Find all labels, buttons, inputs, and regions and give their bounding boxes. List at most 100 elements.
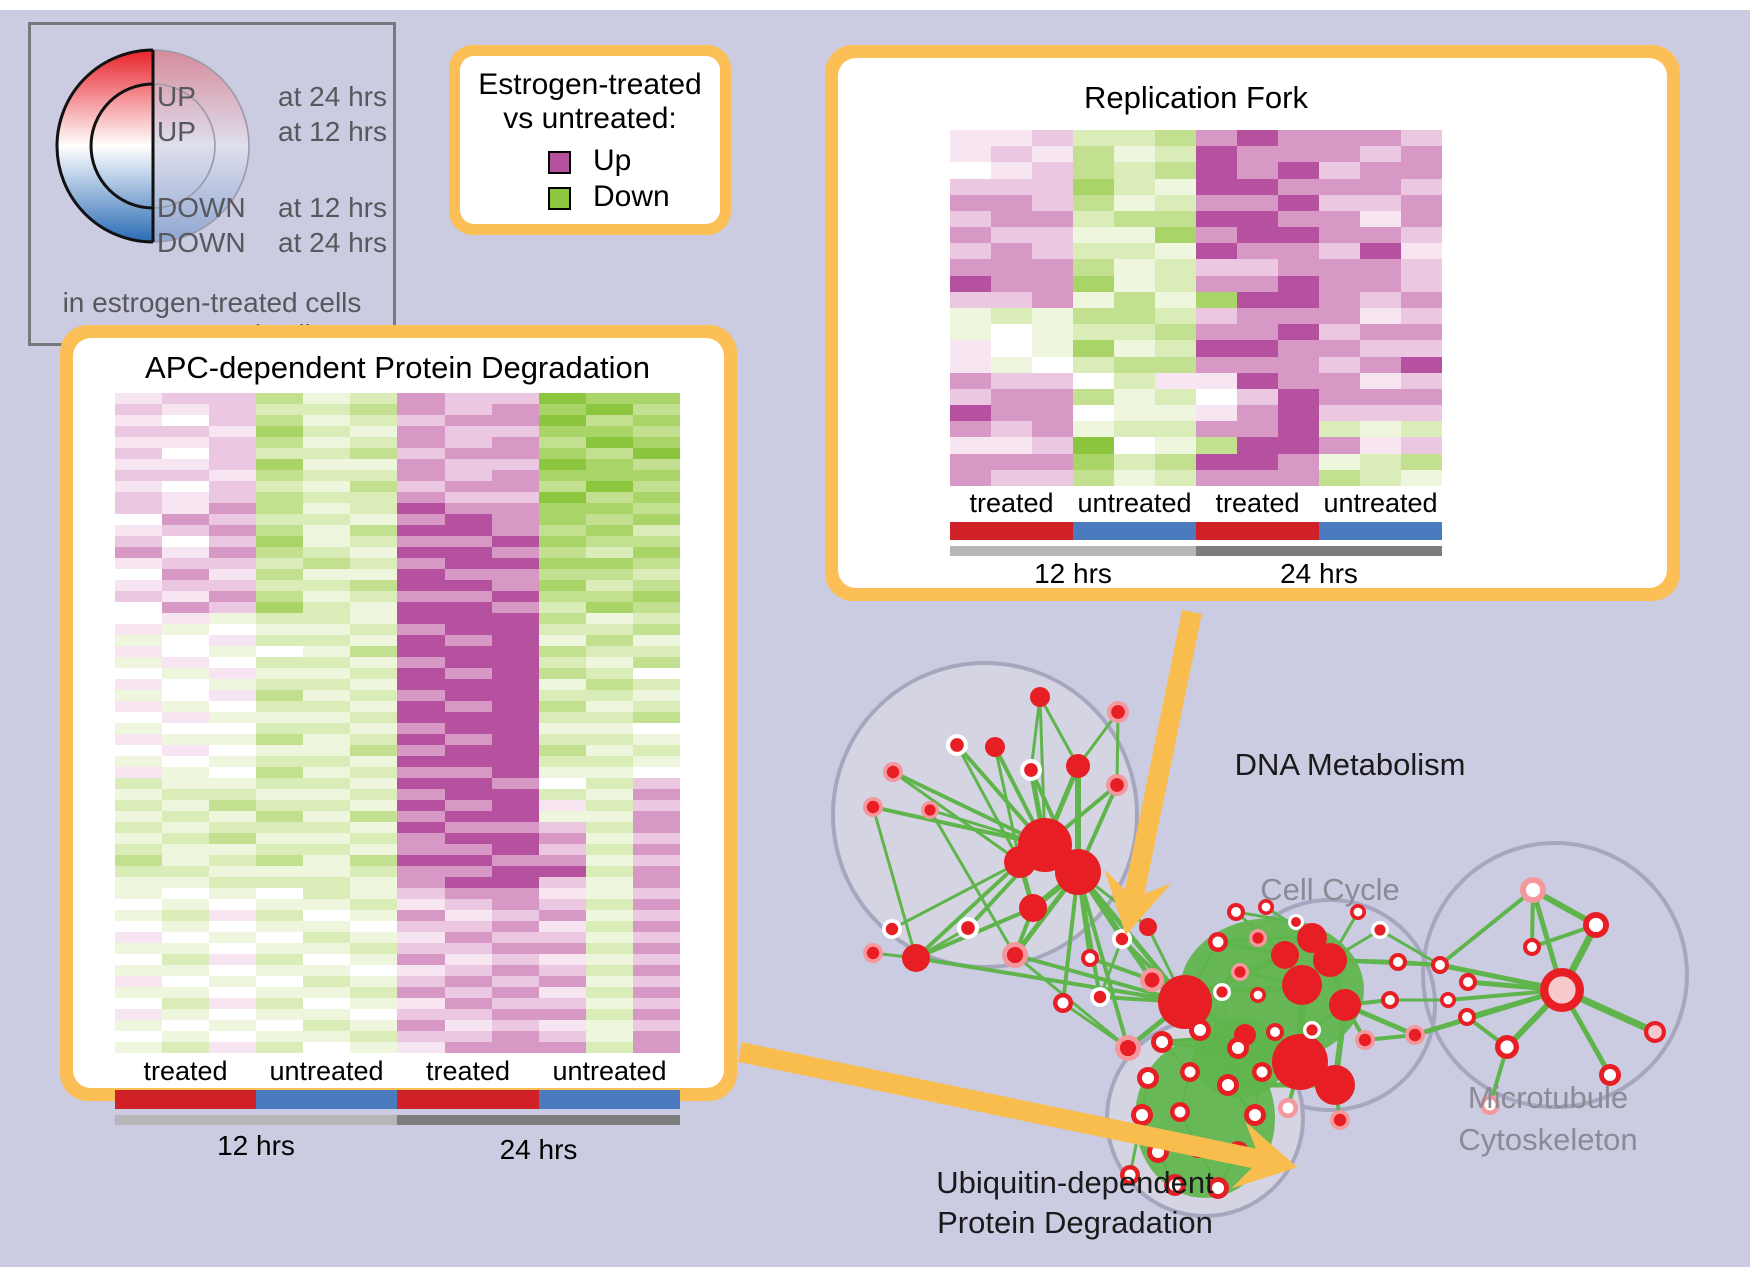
- heatmap-cell: [585, 800, 633, 811]
- heatmap-cell: [350, 624, 398, 635]
- heatmap-cell: [209, 712, 257, 723]
- heatmap-cell: [585, 657, 633, 668]
- heatmap-cell: [1319, 437, 1360, 454]
- heatmap-cell: [1319, 340, 1360, 357]
- heatmap-cell: [350, 910, 398, 921]
- heatmap-cell: [538, 690, 586, 701]
- heatmap-cell: [303, 998, 351, 1009]
- heatmap-cell: [209, 921, 257, 932]
- heatmap-cell: [256, 569, 304, 580]
- heatmap-cell: [1155, 146, 1196, 163]
- heatmap-cell: [1032, 421, 1073, 438]
- network-node: [1315, 1065, 1355, 1105]
- heatmap-cell: [303, 404, 351, 415]
- heatmap-cell: [256, 701, 304, 712]
- heatmap-cell: [632, 580, 680, 591]
- heatmap-cell: [1237, 194, 1278, 211]
- heatmap-cell: [585, 723, 633, 734]
- heatmap-cell: [1278, 259, 1319, 276]
- network-node-core: [1463, 977, 1473, 987]
- heatmap-cell: [115, 690, 163, 701]
- heatmap-cell: [1114, 178, 1155, 195]
- heatmap-cell: [585, 921, 633, 932]
- heatmap-cell: [585, 536, 633, 547]
- untreated-bar: [539, 1090, 680, 1109]
- heatmap-cell: [491, 789, 539, 800]
- heatmap-cell: [950, 388, 991, 406]
- heatmap-cell: [209, 525, 257, 536]
- heatmap-cell: [585, 987, 633, 998]
- heatmap-cell: [162, 921, 210, 932]
- heatmap-cell: [950, 194, 991, 211]
- heatmap-cell: [1319, 291, 1360, 308]
- heatmap-cell: [256, 899, 304, 910]
- heatmap-cell: [632, 536, 680, 547]
- network-node-core: [1358, 1033, 1372, 1047]
- heatmap-cell: [1319, 388, 1360, 406]
- heatmap-cell: [1114, 469, 1155, 486]
- heatmap-cell: [256, 657, 304, 668]
- heatmap-cell: [256, 481, 304, 492]
- heatmap-cell: [162, 789, 210, 800]
- heatmap-cell: [1196, 437, 1237, 454]
- network-node: [902, 944, 930, 972]
- heatmap-cell: [1278, 356, 1319, 373]
- hrs24-bar: [1196, 546, 1442, 556]
- heatmap-cell: [115, 712, 163, 723]
- network-edge: [1379, 928, 1441, 967]
- heatmap-cell: [162, 844, 210, 855]
- heatmap-cell: [115, 503, 163, 514]
- heatmap-cell: [1196, 372, 1237, 389]
- heatmap-cell: [350, 822, 398, 833]
- heatmap-cell: [1237, 340, 1278, 357]
- heatmap-cell: [585, 899, 633, 910]
- heatmap-cell: [162, 393, 210, 404]
- heatmap-cell: [115, 701, 163, 712]
- heatmap-cell: [991, 405, 1032, 422]
- heatmap-cell: [303, 976, 351, 987]
- heatmap-cell: [1155, 388, 1196, 406]
- heatmap-cell: [209, 778, 257, 789]
- heatmap-cell: [397, 492, 445, 503]
- network-node-core: [1385, 995, 1395, 1005]
- heatmap-cell: [1360, 356, 1401, 373]
- heatmap-cell: [1401, 146, 1442, 163]
- heatmap-cell: [1401, 453, 1442, 470]
- heatmap-cell: [115, 470, 163, 481]
- heatmap-cell: [632, 899, 680, 910]
- heatmap-cell: [397, 646, 445, 657]
- heatmap-cell: [256, 976, 304, 987]
- heatmap-cell: [1073, 388, 1114, 406]
- heatmap-cell: [256, 877, 304, 888]
- heatmap-cell: [256, 910, 304, 921]
- heatmap-cell: [209, 503, 257, 514]
- heatmap-cell: [632, 646, 680, 657]
- heatmap-cell: [162, 833, 210, 844]
- heatmap-cell: [538, 745, 586, 756]
- heatmap-cell: [444, 404, 492, 415]
- heatmap-cell: [1073, 356, 1114, 373]
- heatmap-cell: [444, 888, 492, 899]
- heatmap-cell: [209, 580, 257, 591]
- heatmap-cell: [1360, 275, 1401, 292]
- heatmap-cell: [444, 811, 492, 822]
- heatmap-cell: [585, 756, 633, 767]
- heatmap-cell: [256, 954, 304, 965]
- heatmap-cell: [444, 998, 492, 1009]
- heatmap-cell: [585, 602, 633, 613]
- heatmap-cell: [256, 833, 304, 844]
- heatmap-cell: [444, 657, 492, 668]
- heatmap-cell: [350, 679, 398, 690]
- heatmap-cell: [1155, 275, 1196, 292]
- ring-time-label: at 12 hrs: [278, 192, 387, 223]
- heatmap-cell: [632, 635, 680, 646]
- heatmap-cell: [115, 624, 163, 635]
- heatmap-cell: [491, 976, 539, 987]
- heatmap-cell: [991, 388, 1032, 406]
- heatmap-cell: [491, 613, 539, 624]
- heatmap-cell: [303, 503, 351, 514]
- heatmap-cell: [491, 525, 539, 536]
- heatmap-cell: [444, 877, 492, 888]
- heatmap-cell: [1319, 275, 1360, 292]
- heatmap-cell: [350, 1009, 398, 1020]
